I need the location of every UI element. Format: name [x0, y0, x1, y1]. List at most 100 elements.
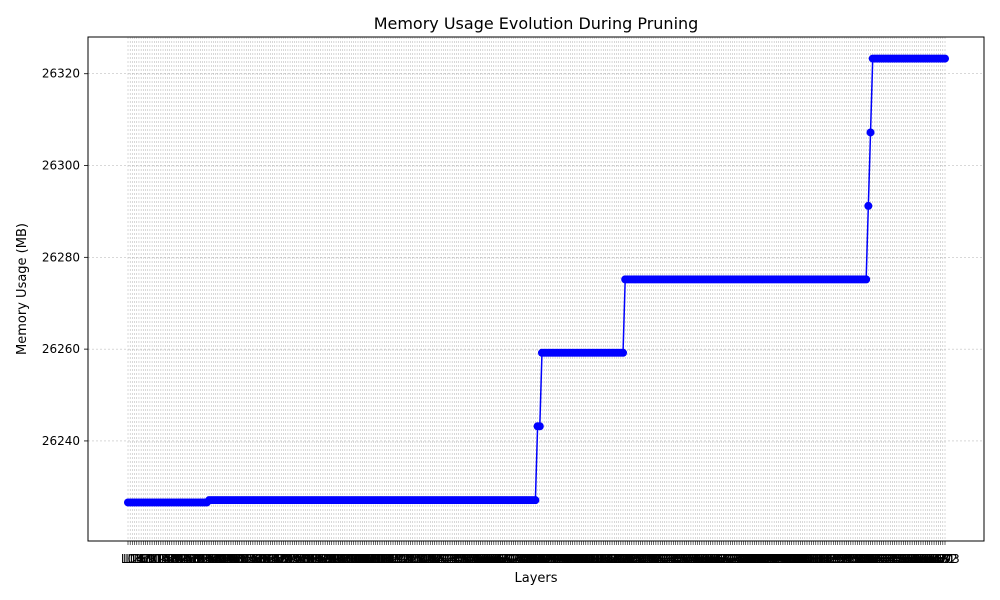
- x-tick-label: L319: [812, 552, 842, 566]
- x-tick-label: L189: [527, 552, 557, 566]
- x-tick-label: L214: [582, 552, 612, 566]
- x-tick-label: L6: [134, 552, 148, 566]
- x-tick-label: L320: [814, 552, 844, 566]
- x-tick-label: L61: [251, 552, 273, 566]
- x-tick-label: L175: [497, 552, 527, 566]
- x-tick-label: L311: [794, 552, 824, 566]
- x-tick-label: L276: [718, 552, 748, 566]
- data-point: [531, 496, 540, 505]
- x-tick-label: L279: [724, 552, 754, 566]
- x-tick-label: L21: [163, 552, 185, 566]
- x-tick-label: L273: [711, 552, 741, 566]
- x-tick-label: L30: [183, 552, 205, 566]
- x-tick-label: L274: [713, 552, 743, 566]
- data-point: [535, 422, 544, 431]
- x-tick-label: L310: [792, 552, 822, 566]
- x-tick-label: L39: [202, 552, 224, 566]
- x-tick-label: L58: [244, 552, 266, 566]
- x-tick-label: L366: [915, 552, 945, 566]
- x-tick-label: L25: [172, 552, 194, 566]
- x-tick-label: L296: [762, 552, 792, 566]
- x-tick-label: L172: [490, 552, 520, 566]
- x-tick-label: L200: [551, 552, 581, 566]
- x-tick-label: L73: [277, 552, 299, 566]
- x-tick-label: L341: [860, 552, 890, 566]
- data-point: [866, 128, 875, 137]
- x-tick-label: L304: [779, 552, 809, 566]
- x-tick-label: L152: [446, 552, 476, 566]
- x-tick-label: L96: [327, 552, 349, 566]
- x-tick-label: L357: [895, 552, 925, 566]
- x-tick-label: L237: [632, 552, 662, 566]
- x-tick-label: L161: [466, 552, 496, 566]
- x-tick-label: L362: [906, 552, 936, 566]
- x-tick-label: L243: [645, 552, 675, 566]
- x-tick-label: L261: [685, 552, 715, 566]
- x-tick-label: L84: [301, 552, 323, 566]
- x-tick-label: L361: [904, 552, 934, 566]
- x-tick-label: L182: [512, 552, 542, 566]
- x-tick-label: L148: [437, 552, 467, 566]
- x-tick-label: L47: [220, 552, 242, 566]
- x-tick-label: L259: [681, 552, 711, 566]
- x-tick-label: L338: [854, 552, 884, 566]
- x-tick-label: L321: [816, 552, 846, 566]
- x-tick-label: L167: [479, 552, 509, 566]
- x-tick-label: L329: [834, 552, 864, 566]
- x-tick-label: L356: [893, 552, 923, 566]
- x-tick-label: L168: [481, 552, 511, 566]
- x-tick-label: L293: [755, 552, 785, 566]
- x-tick-label: L298: [766, 552, 796, 566]
- x-tick-label: L255: [672, 552, 702, 566]
- y-axis-ticks: 26240 26260 26280 26300 26320: [42, 67, 88, 448]
- x-tick-label: L102: [337, 552, 367, 566]
- x-tick-label: L1: [123, 552, 137, 566]
- x-tick-label: L165: [475, 552, 505, 566]
- x-tick-label: L176: [499, 552, 529, 566]
- x-tick-label: L154: [451, 552, 481, 566]
- x-tick-label: L194: [538, 552, 568, 566]
- x-tick-label: L115: [365, 552, 395, 566]
- x-tick-label: L358: [897, 552, 927, 566]
- x-tick-label: L56: [240, 552, 262, 566]
- x-tick-label: L241: [641, 552, 671, 566]
- x-tick-label: L219: [593, 552, 623, 566]
- x-tick-label: L92: [319, 552, 341, 566]
- x-tick-label: L213: [580, 552, 610, 566]
- x-tick-label: L185: [518, 552, 548, 566]
- data-point: [864, 201, 873, 210]
- x-tick-label: L308: [788, 552, 818, 566]
- x-tick-label: L301: [772, 552, 802, 566]
- x-tick-label: L50: [227, 552, 249, 566]
- x-tick-label: L174: [494, 552, 524, 566]
- x-tick-label: L134: [407, 552, 437, 566]
- x-tick-label: L140: [420, 552, 450, 566]
- x-tick-label: L83: [299, 552, 321, 566]
- x-tick-label: L37: [198, 552, 220, 566]
- x-tick-label: L9: [141, 552, 155, 566]
- x-tick-label: L260: [683, 552, 713, 566]
- x-tick-label: L262: [687, 552, 717, 566]
- x-tick-label: L355: [891, 552, 921, 566]
- x-tick-label: L212: [578, 552, 608, 566]
- x-tick-label: L136: [411, 552, 441, 566]
- x-tick-label: L253: [667, 552, 697, 566]
- x-tick-label: L282: [731, 552, 761, 566]
- x-tick-label: L297: [764, 552, 794, 566]
- x-tick-label: L267: [698, 552, 728, 566]
- x-tick-label: L264: [691, 552, 721, 566]
- x-tick-label: L29: [181, 552, 203, 566]
- x-tick-label: L71: [273, 552, 295, 566]
- x-tick-label: L290: [748, 552, 778, 566]
- x-tick-label: L164: [472, 552, 502, 566]
- x-tick-label: L334: [845, 552, 875, 566]
- grid-lines: [88, 37, 984, 541]
- x-tick-label: L299: [768, 552, 798, 566]
- x-tick-label: L104: [341, 552, 371, 566]
- data-point: [862, 275, 871, 284]
- x-tick-label: L187: [523, 552, 553, 566]
- x-tick-label: L146: [433, 552, 463, 566]
- x-tick-label: L351: [882, 552, 912, 566]
- x-tick-label: L208: [569, 552, 599, 566]
- x-tick-label: L229: [615, 552, 645, 566]
